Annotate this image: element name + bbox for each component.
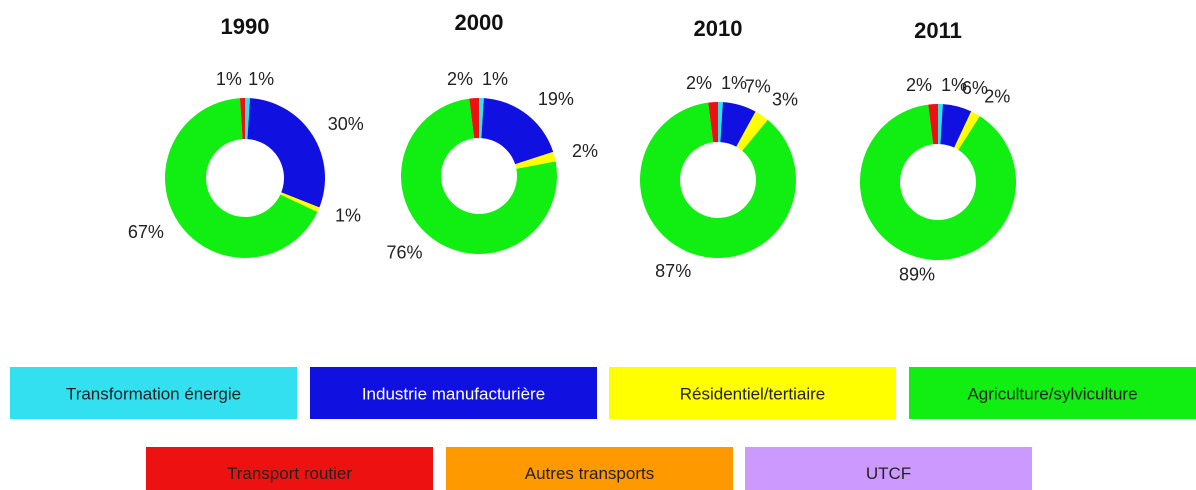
donut-segment: [954, 111, 980, 150]
donut-segment: [247, 98, 325, 208]
legend-label: Agriculture/sylviculture: [967, 384, 1137, 403]
data-label: 89%: [899, 264, 935, 284]
legend-swatch: [146, 447, 433, 490]
data-label: 1%: [941, 75, 967, 95]
data-label: 2%: [447, 69, 473, 89]
data-label: 6%: [962, 78, 988, 98]
data-label: 2%: [572, 141, 598, 161]
data-label: 7%: [745, 77, 771, 97]
chart-title: 1990: [221, 14, 270, 39]
legend-label: Autres transports: [525, 464, 654, 483]
legend-label: Transformation énergie: [66, 384, 241, 403]
data-label: 1%: [482, 69, 508, 89]
donut-segment: [515, 151, 556, 169]
legend-swatch: [609, 367, 896, 419]
donut-segment: [469, 98, 479, 139]
donut-segment: [940, 104, 972, 148]
data-label: 2%: [984, 87, 1010, 107]
data-label: 30%: [328, 114, 364, 134]
donut-segment: [479, 98, 484, 139]
data-label: 1%: [216, 69, 242, 89]
data-label: 19%: [538, 89, 574, 109]
legend-swatch: [10, 367, 297, 419]
data-label: 3%: [772, 89, 798, 109]
data-label: 87%: [655, 261, 691, 281]
data-label: 2%: [686, 73, 712, 93]
donut-segment: [708, 102, 718, 143]
donut-segment: [165, 98, 318, 258]
legend-label: Résidentiel/tertiaire: [680, 384, 826, 403]
data-label: 1%: [335, 206, 361, 226]
chart-title: 2011: [914, 18, 962, 43]
donut-segment: [640, 102, 797, 258]
donut-segment: [860, 104, 1016, 260]
legend-swatch: [909, 367, 1196, 419]
legend-label: Industrie manufacturière: [362, 384, 545, 403]
donut-segment: [239, 98, 245, 140]
donut-segment: [718, 102, 723, 143]
data-label: 76%: [387, 242, 423, 262]
legend-swatch: [446, 447, 733, 490]
chart-title: 2010: [694, 16, 743, 41]
data-label: 1%: [248, 69, 274, 89]
chart-title: 2000: [455, 10, 504, 35]
legend-label: UTCF: [866, 464, 911, 483]
legend-label: Transport routier: [227, 464, 352, 483]
data-label: 67%: [128, 222, 164, 242]
legend-swatch: [745, 447, 1032, 490]
donut-segment: [736, 111, 768, 151]
donut-segment: [938, 104, 943, 145]
donut-segment: [401, 98, 557, 254]
data-label: 2%: [906, 75, 932, 95]
data-label: 1%: [721, 73, 747, 93]
donut-segment: [481, 98, 554, 165]
donut-segment: [720, 102, 756, 147]
donut-segment: [280, 192, 320, 213]
donut-segment: [928, 104, 938, 145]
legend-swatch: [310, 367, 597, 419]
donut-segment: [245, 98, 251, 140]
